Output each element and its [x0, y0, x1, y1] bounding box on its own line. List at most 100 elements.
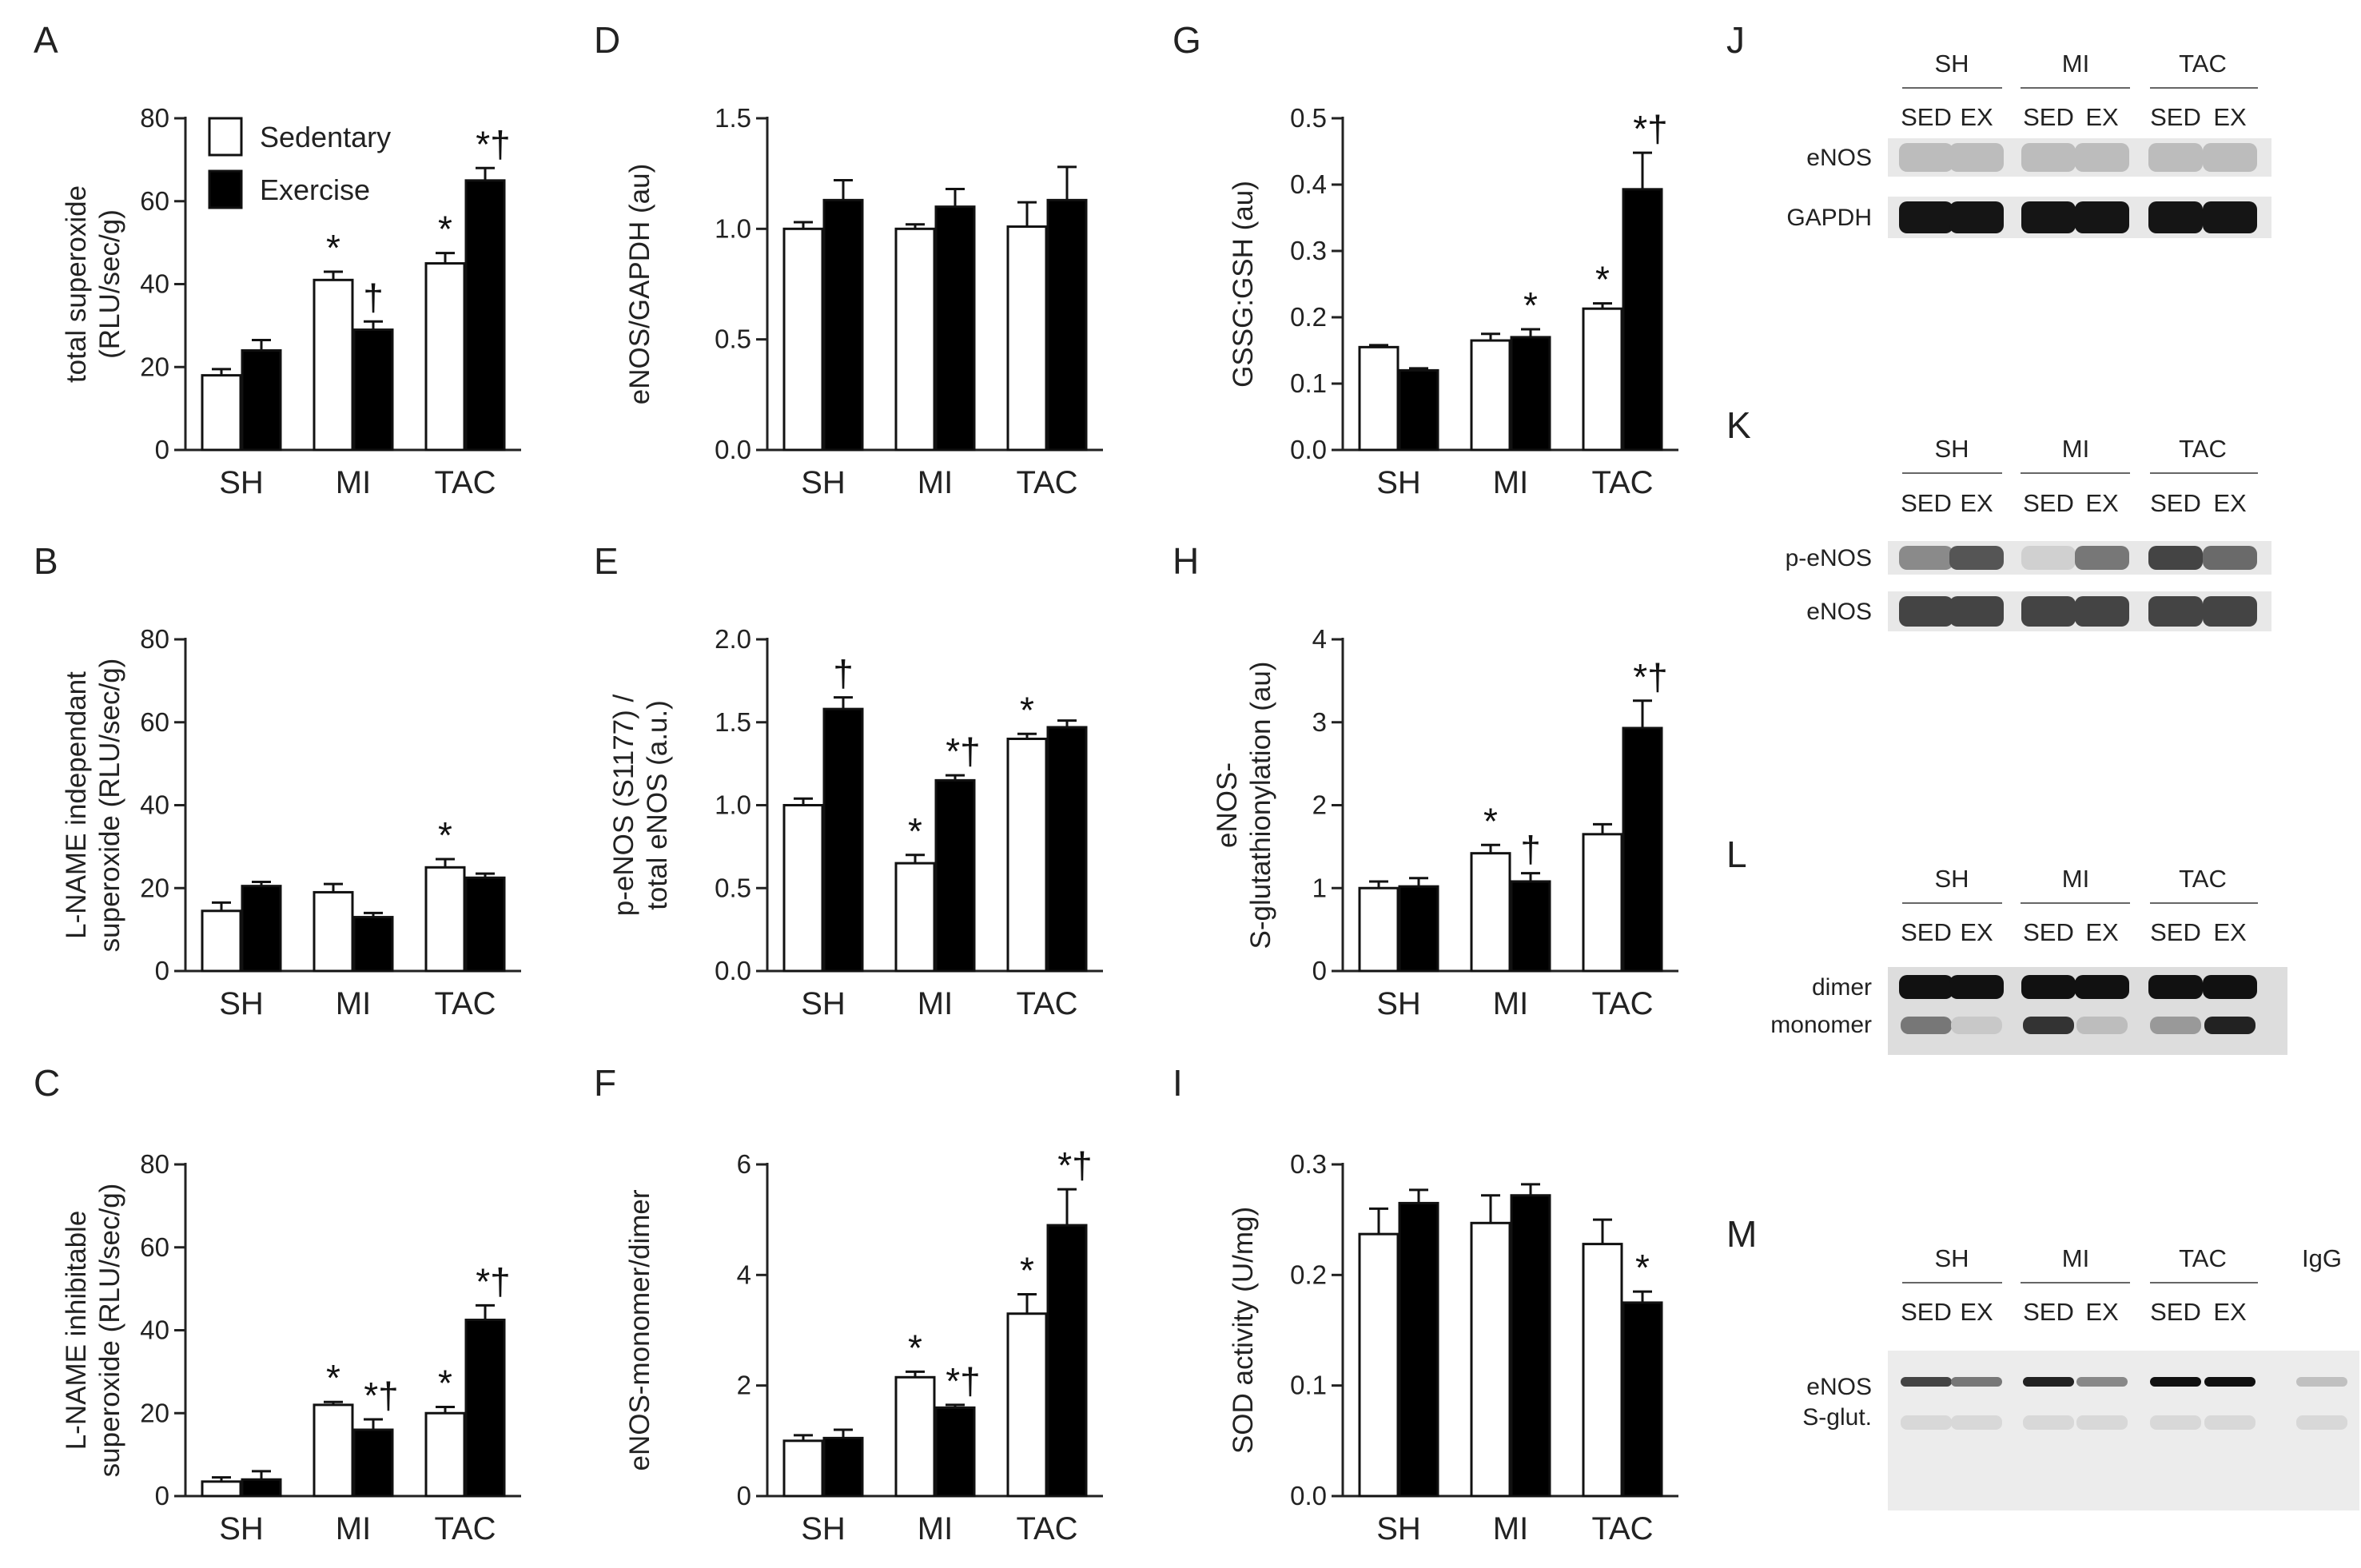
- bar-exercise-mi: [1510, 336, 1551, 452]
- y-tick-label: 1.5: [715, 103, 751, 133]
- y-axis-label-line: S-glutathionylation (au): [1245, 662, 1276, 949]
- bar-exercise-tac: [1622, 188, 1663, 452]
- legend-swatch-sedentary: [208, 117, 243, 157]
- blot-group-mi: MI: [2062, 50, 2089, 78]
- blot-row-label: eNOS: [1806, 599, 1872, 625]
- bar-exercise-sh: [1398, 1201, 1439, 1498]
- y-axis-label-line: eNOS/GAPDH (au): [624, 164, 655, 404]
- blot-band: [1949, 546, 2004, 570]
- y-axis-label: SOD activity (U/mg): [1228, 1207, 1259, 1454]
- blot-lane-ex: EX: [1960, 103, 1993, 131]
- bar-sedentary-tac: [1582, 833, 1623, 973]
- blot-band: [1899, 143, 1953, 172]
- blot-lane-ex: EX: [2213, 918, 2247, 946]
- y-axis-label: eNOS-S-glutathionylation (au): [1212, 662, 1276, 949]
- blot-group-tac: TAC: [2179, 50, 2227, 78]
- chart-panel-a: A 0 20 40 60 80 total superoxide(RLU/sec/g) SH M…: [34, 19, 521, 500]
- y-tick-label: 40: [140, 790, 169, 820]
- blot-band-dimer: [2148, 975, 2203, 999]
- category-label-sh: SH: [801, 986, 846, 1021]
- blot-lane-sed: SED: [1901, 103, 1952, 131]
- significance-mark: *†: [1057, 1144, 1092, 1186]
- blot-row-label: eNOS: [1806, 145, 1872, 171]
- blot-band: [1949, 143, 2004, 172]
- y-axis-label-line: L-NAME independant: [61, 671, 92, 939]
- category-label-sh: SH: [219, 1511, 264, 1546]
- chart-panel-d: D 0.0 0.5 1.0 1.5 eNOS/GAPDH (au) SH MI TAC: [594, 19, 1103, 500]
- blot-band: [1949, 596, 2004, 627]
- legend-swatch-exercise: [208, 169, 243, 209]
- y-axis-label-line: total eNOS (a.u.): [642, 700, 673, 910]
- category-label-tac: TAC: [434, 1511, 496, 1546]
- y-axis-label-line: superoxide (RLU/sec/g): [94, 1184, 125, 1478]
- significance-mark: †: [833, 653, 854, 694]
- bar-sedentary-mi: [1470, 339, 1511, 452]
- blot-lane-sed: SED: [2023, 1298, 2074, 1326]
- y-tick-label: 2: [737, 1371, 751, 1400]
- bar-sedentary-tac: [1582, 307, 1623, 452]
- blot-lane-ex: EX: [2085, 918, 2119, 946]
- y-axis-label-line: SOD activity (U/mg): [1228, 1207, 1259, 1454]
- y-tick-label: 0: [155, 956, 169, 985]
- blot-row-label: dimer: [1812, 974, 1872, 1001]
- y-tick-label: 40: [140, 1315, 169, 1345]
- bar-exercise-tac: [464, 876, 506, 973]
- category-label-tac: TAC: [1016, 465, 1077, 500]
- blot-band: [2021, 143, 2076, 172]
- bar-exercise-sh: [241, 885, 282, 973]
- blot-band-faint: [2150, 1415, 2201, 1430]
- y-tick-label: 4: [1312, 624, 1327, 654]
- significance-mark: *†: [1633, 656, 1667, 698]
- category-label-sh: SH: [219, 986, 264, 1021]
- blot-group-igg: IgG: [2302, 1244, 2342, 1272]
- blot-band: [2204, 1377, 2255, 1387]
- y-tick-label: 20: [140, 873, 169, 902]
- panel-letter-g: G: [1173, 19, 1201, 61]
- bar-exercise-sh: [241, 349, 282, 452]
- blot-panel-l: L SH MI TAC SED EX SED EX SED EX dimer monomer: [1726, 834, 2287, 1055]
- y-axis-label-line: total superoxide: [61, 185, 92, 383]
- y-axis-label: total superoxide(RLU/sec/g): [61, 185, 125, 383]
- blot-band-dimer: [2075, 975, 2129, 999]
- blot-panel-j: J SH MI TAC SED EX SED EX SED EX eNOS GAPDH: [1726, 19, 2271, 238]
- blot-lane-ex: EX: [2213, 489, 2247, 517]
- category-label-sh: SH: [219, 465, 264, 500]
- blot-lane-sed: SED: [2150, 918, 2201, 946]
- blot-lane-ex: EX: [1960, 1298, 1993, 1326]
- panel-letter-c: C: [34, 1062, 60, 1104]
- blot-band-monomer: [2076, 1017, 2128, 1034]
- significance-mark: *: [438, 1362, 452, 1403]
- bar-sedentary-mi: [1470, 1221, 1511, 1498]
- category-label-mi: MI: [1493, 986, 1528, 1021]
- y-tick-label: 0.0: [1290, 1481, 1327, 1510]
- bar-sedentary-sh: [1358, 1232, 1399, 1498]
- bar-sedentary-mi: [894, 227, 936, 452]
- y-tick-label: 40: [140, 269, 169, 299]
- blot-group-sh: SH: [1934, 50, 1969, 78]
- blot-band: [2075, 596, 2129, 627]
- blot-group-sh: SH: [1934, 435, 1969, 463]
- bar-exercise-mi: [1510, 880, 1551, 973]
- y-tick-label: 60: [140, 186, 169, 216]
- chart-panel-g: G 0.0 0.1 0.2 0.3 0.4 0.5 GSSG:GSH (au) SH MI * TAC…: [1173, 19, 1678, 500]
- legend-label-sedentary: Sedentary: [260, 121, 391, 153]
- blot-band-monomer: [2204, 1017, 2255, 1034]
- significance-mark: *: [326, 227, 340, 269]
- bar-sedentary-tac: [1582, 1243, 1623, 1498]
- significance-mark: *: [908, 810, 922, 852]
- bar-sedentary-tac: [424, 1411, 466, 1498]
- bar-sedentary-sh: [1358, 345, 1399, 452]
- bar-exercise-sh: [822, 198, 864, 452]
- y-axis-label-line: (RLU/sec/g): [94, 209, 125, 359]
- bar-exercise-tac: [1622, 726, 1663, 973]
- bar-exercise-sh: [1398, 368, 1439, 452]
- bar-exercise-tac: [1046, 1224, 1088, 1498]
- significance-mark: *†: [476, 1260, 510, 1302]
- blot-band: [2296, 1377, 2347, 1387]
- category-label-sh: SH: [1376, 986, 1421, 1021]
- chart-panel-i: I 0.0 0.1 0.2 0.3 SOD activity (U/mg) SH MI TAC *: [1173, 1062, 1678, 1546]
- bar-sedentary-mi: [894, 862, 936, 973]
- y-tick-label: 0.5: [715, 324, 751, 354]
- significance-mark: *: [438, 814, 452, 856]
- blot-band-monomer: [1951, 1017, 2002, 1034]
